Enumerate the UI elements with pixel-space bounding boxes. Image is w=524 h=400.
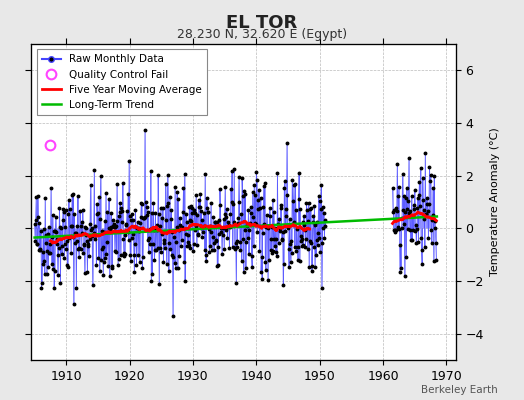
Text: 28.230 N, 32.620 E (Egypt): 28.230 N, 32.620 E (Egypt) (177, 28, 347, 41)
Y-axis label: Temperature Anomaly (°C): Temperature Anomaly (°C) (489, 128, 499, 276)
Text: Berkeley Earth: Berkeley Earth (421, 385, 498, 395)
Text: EL TOR: EL TOR (226, 14, 298, 32)
Legend: Raw Monthly Data, Quality Control Fail, Five Year Moving Average, Long-Term Tren: Raw Monthly Data, Quality Control Fail, … (37, 49, 207, 115)
